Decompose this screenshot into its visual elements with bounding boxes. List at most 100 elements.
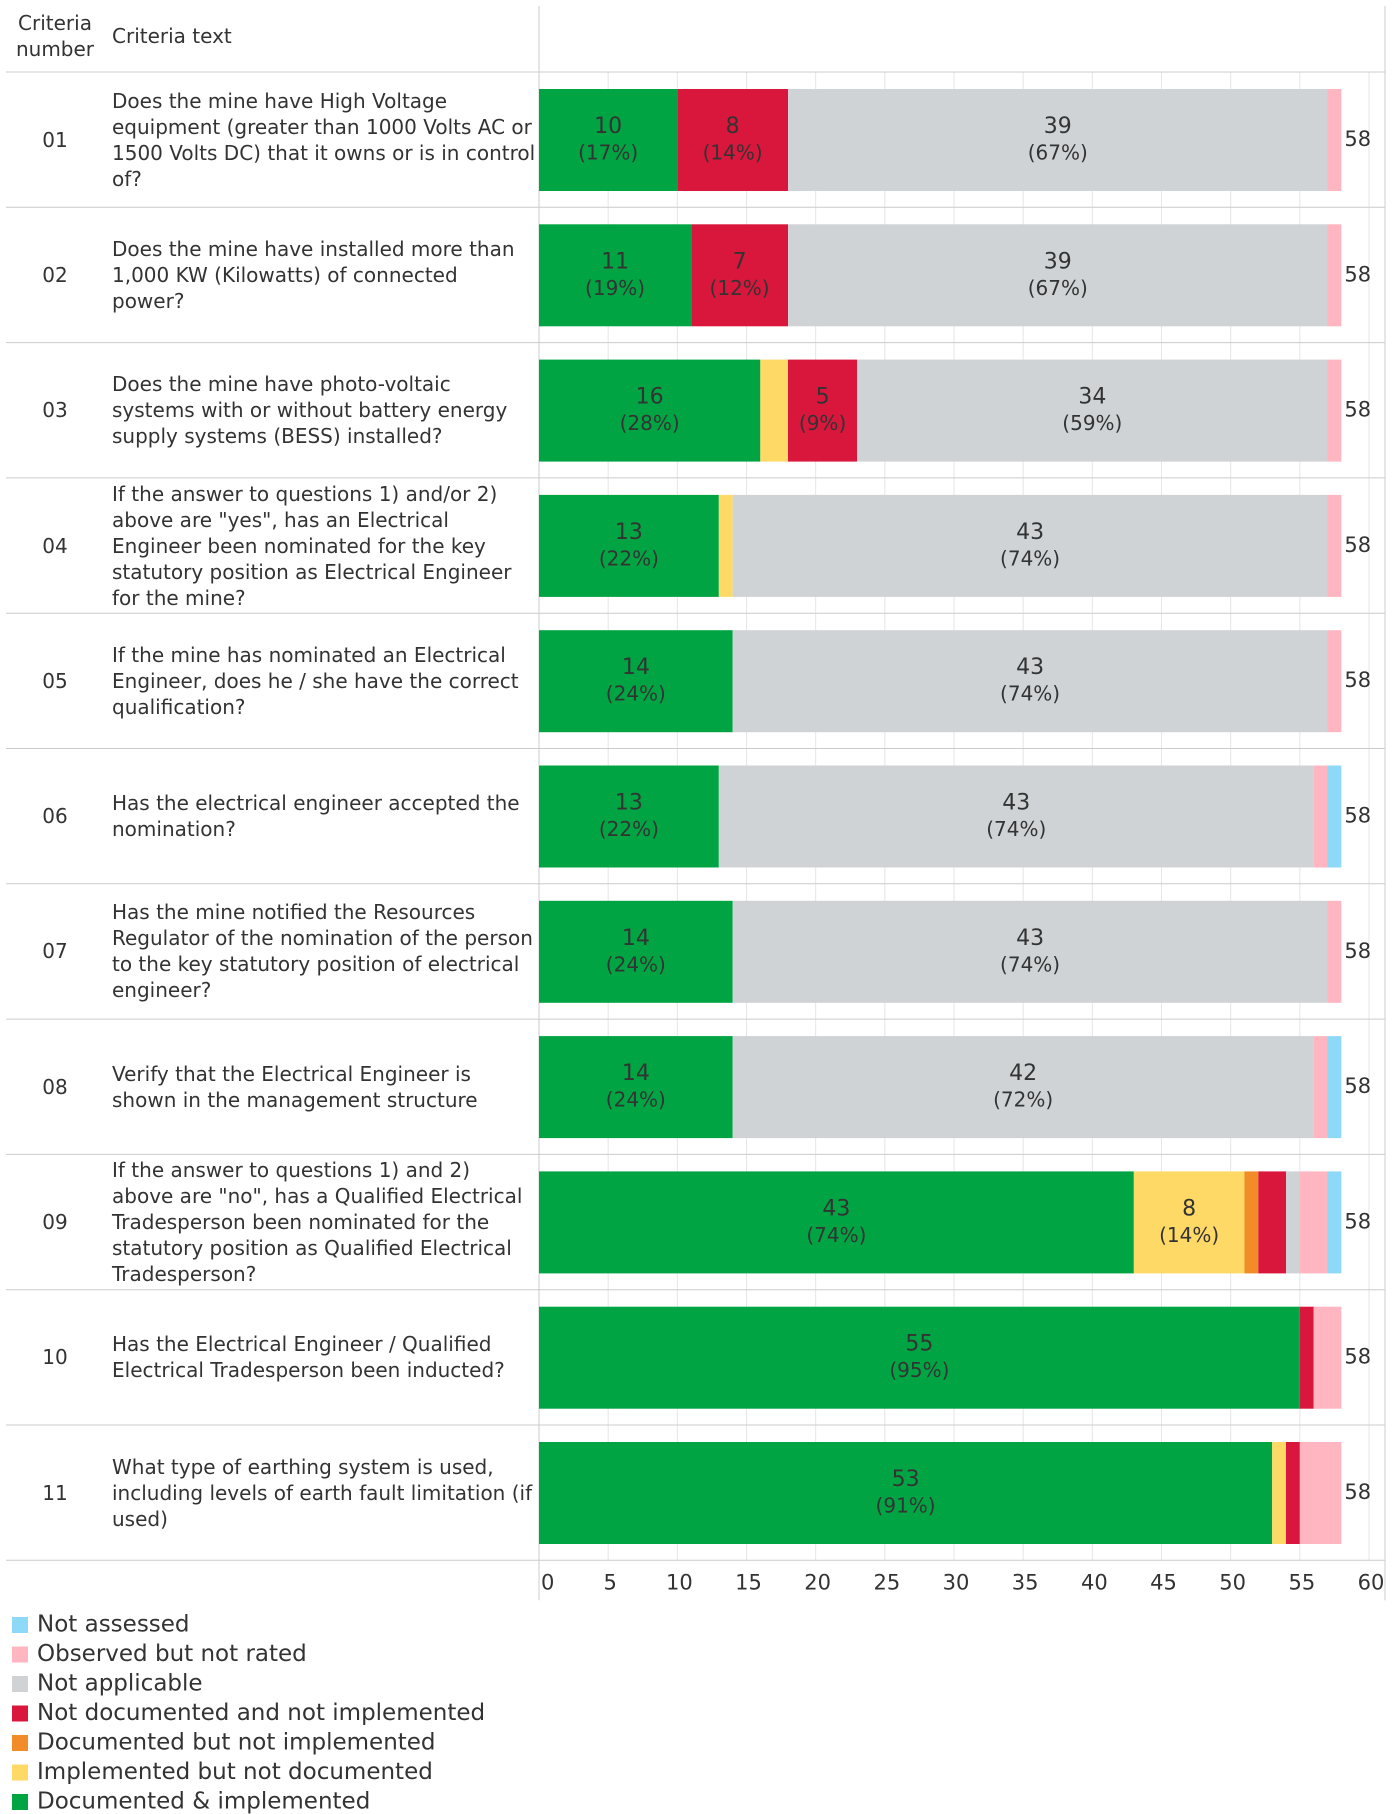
value-label: 43 bbox=[1016, 926, 1044, 951]
legend-label: Documented & implemented bbox=[37, 1789, 370, 1814]
bar-segment bbox=[539, 359, 761, 462]
value-label: 16 bbox=[636, 385, 664, 410]
bar-segment bbox=[788, 89, 1328, 191]
percent-label: (74%) bbox=[806, 1223, 866, 1247]
value-label: 53 bbox=[892, 1467, 920, 1492]
value-label: 43 bbox=[1016, 655, 1044, 680]
percent-label: (22%) bbox=[599, 817, 659, 841]
bar-segment bbox=[718, 494, 733, 597]
percent-label: (67%) bbox=[1028, 141, 1088, 165]
total-label: 58 bbox=[1344, 533, 1371, 557]
legend-swatch bbox=[12, 1676, 28, 1692]
criteria-number: 04 bbox=[42, 533, 68, 558]
total-label: 58 bbox=[1344, 1480, 1371, 1504]
percent-label: (19%) bbox=[585, 276, 645, 300]
criteria-number: 02 bbox=[42, 262, 68, 287]
value-label: 8 bbox=[1182, 1196, 1196, 1221]
x-tick-label: 5 bbox=[603, 1570, 616, 1594]
x-tick-label: 45 bbox=[1150, 1570, 1177, 1594]
percent-label: (74%) bbox=[1000, 682, 1060, 706]
bar-segment bbox=[539, 89, 678, 191]
bar-segment bbox=[539, 765, 719, 868]
x-tick-label: 0 bbox=[541, 1570, 554, 1594]
total-label: 58 bbox=[1344, 804, 1371, 828]
total-label: 58 bbox=[1344, 1345, 1371, 1369]
bar-segment bbox=[732, 1036, 1314, 1139]
legend-swatch bbox=[12, 1705, 28, 1722]
percent-label: (22%) bbox=[599, 546, 659, 570]
criteria-text: Does the mine have photo-voltaic systems… bbox=[112, 372, 508, 449]
bar-segment bbox=[1313, 765, 1328, 868]
bar-segment bbox=[1327, 359, 1342, 462]
x-tick-label: 50 bbox=[1219, 1570, 1246, 1594]
bar-segment bbox=[760, 359, 788, 462]
bar-segment bbox=[732, 900, 1328, 1003]
bar-segment bbox=[1272, 1442, 1286, 1544]
value-label: 43 bbox=[822, 1196, 850, 1221]
legend-swatch bbox=[12, 1764, 28, 1781]
legend-label: Documented but not implemented bbox=[37, 1730, 436, 1756]
criteria-number: 05 bbox=[42, 668, 68, 693]
percent-label: (95%) bbox=[889, 1358, 949, 1382]
percent-label: (72%) bbox=[993, 1088, 1053, 1112]
value-label: 14 bbox=[622, 655, 650, 680]
value-label: 39 bbox=[1044, 249, 1072, 274]
x-tick-label: 15 bbox=[735, 1570, 762, 1594]
bar-segment bbox=[1327, 630, 1342, 733]
bar-segment bbox=[1286, 1171, 1300, 1274]
value-label: 42 bbox=[1009, 1061, 1037, 1086]
criteria-text: If the mine has nominated an Electrical … bbox=[112, 642, 519, 719]
total-label: 58 bbox=[1344, 1209, 1371, 1233]
percent-label: (74%) bbox=[1000, 952, 1060, 976]
bar-segment bbox=[718, 765, 1314, 868]
bar-segment bbox=[1327, 494, 1342, 597]
percent-label: (14%) bbox=[703, 141, 763, 165]
total-label: 58 bbox=[1344, 668, 1371, 692]
x-tick-label: 40 bbox=[1081, 1570, 1108, 1594]
percent-label: (14%) bbox=[1159, 1223, 1219, 1247]
total-label: 58 bbox=[1344, 939, 1371, 963]
percent-label: (67%) bbox=[1028, 276, 1088, 300]
legend-label: Observed but not rated bbox=[37, 1641, 307, 1667]
value-label: 14 bbox=[622, 1061, 650, 1086]
bar-segment bbox=[1327, 224, 1342, 327]
bar-segment bbox=[1327, 89, 1342, 191]
criteria-number: 09 bbox=[42, 1210, 68, 1235]
value-label: 55 bbox=[905, 1332, 933, 1357]
value-label: 14 bbox=[622, 926, 650, 951]
x-tick-label: 25 bbox=[873, 1570, 900, 1594]
legend-swatch bbox=[12, 1735, 28, 1751]
criteria-text: Does the mine have High Voltage equipmen… bbox=[112, 88, 536, 191]
bar-segment bbox=[1313, 1306, 1342, 1409]
bar-segment bbox=[539, 1171, 1134, 1274]
criteria-text: Verify that the Electrical Engineer is s… bbox=[112, 1061, 478, 1112]
header-number: Criteria number bbox=[15, 11, 95, 61]
bar-segment bbox=[788, 224, 1328, 327]
percent-label: (17%) bbox=[578, 141, 638, 165]
total-label: 58 bbox=[1344, 127, 1371, 151]
criteria-number: 08 bbox=[42, 1074, 68, 1099]
bar-segment bbox=[732, 494, 1328, 597]
x-tick-label: 60 bbox=[1358, 1570, 1385, 1594]
legend-swatch bbox=[12, 1646, 28, 1663]
legend-label: Not assessed bbox=[37, 1612, 190, 1638]
percent-label: (59%) bbox=[1062, 411, 1122, 435]
criteria-text: Has the electrical engineer accepted the… bbox=[112, 791, 520, 842]
value-label: 34 bbox=[1078, 385, 1106, 410]
bar-segment bbox=[1258, 1171, 1286, 1274]
percent-label: (91%) bbox=[876, 1494, 936, 1518]
bar-segment bbox=[1327, 900, 1342, 1003]
percent-label: (74%) bbox=[1000, 546, 1060, 570]
total-label: 58 bbox=[1344, 1074, 1371, 1098]
x-tick-label: 10 bbox=[666, 1570, 693, 1594]
percent-label: (24%) bbox=[606, 1088, 666, 1112]
bar-segment bbox=[1299, 1171, 1328, 1274]
percent-label: (12%) bbox=[710, 276, 770, 300]
criteria-number: 01 bbox=[42, 127, 68, 152]
criteria-text: What type of earthing system is used, in… bbox=[112, 1454, 533, 1531]
bar-segment bbox=[1133, 1171, 1245, 1274]
value-label: 5 bbox=[816, 385, 830, 410]
percent-label: (24%) bbox=[606, 952, 666, 976]
value-label: 39 bbox=[1044, 114, 1072, 139]
